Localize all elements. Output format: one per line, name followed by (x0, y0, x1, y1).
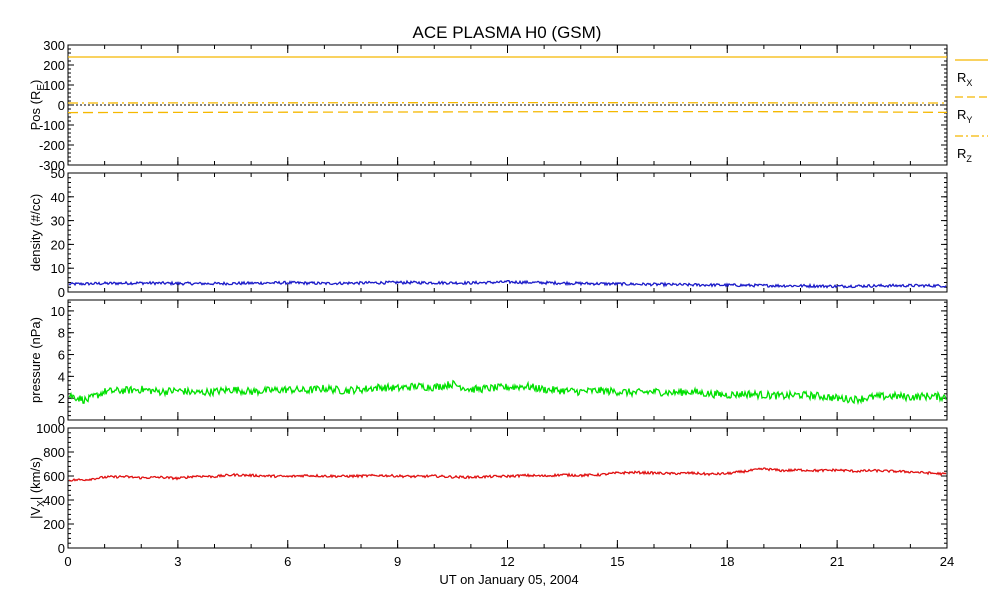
y-tick-label-vx-2: 600 (43, 469, 65, 484)
y-tick-label-pressure-5: 0 (58, 413, 65, 428)
x-tick-label-1: 3 (174, 554, 181, 569)
x-tick-label-5: 15 (610, 554, 624, 569)
x-tick-label-3: 9 (394, 554, 401, 569)
x-tick-label-7: 21 (830, 554, 844, 569)
series-line-vx-0 (68, 467, 947, 482)
y-tick-label-density-0: 50 (51, 166, 65, 181)
y-tick-label-pos-3: 0 (58, 98, 65, 113)
y-tick-label-pressure-2: 6 (58, 348, 65, 363)
panel-pressure: 10 8 6 4 2 0 pressure (nPa) (28, 299, 948, 428)
series-line-pos-1 (67, 110, 948, 114)
x-axis-tick-labels: 0 3 6 9 12 15 18 21 24 (64, 554, 954, 569)
y-axis-label-vx: |VX| (km/s) (28, 457, 47, 519)
y-tick-label-pos-0: 300 (43, 38, 65, 53)
y-tick-label-vx-4: 200 (43, 517, 65, 532)
y-tick-label-pressure-4: 2 (58, 391, 65, 406)
y-tick-label-vx-3: 400 (43, 493, 65, 508)
series-line-density-0 (68, 279, 947, 289)
legend: RX RY RZ (955, 59, 988, 164)
y-tick-label-vx-5: 0 (58, 541, 65, 556)
y-tick-label-pressure-0: 10 (51, 304, 65, 319)
panel-density: 50 40 30 20 10 0 density (#/cc) (28, 166, 948, 300)
y-tick-label-density-5: 0 (58, 285, 65, 300)
y-tick-label-vx-0: 1000 (36, 421, 65, 436)
x-tick-label-4: 12 (500, 554, 514, 569)
chart-title: ACE PLASMA H0 (GSM) (413, 23, 602, 42)
x-axis-label: UT on January 05, 2004 (439, 572, 578, 587)
y-tick-label-pos-5: -200 (39, 138, 65, 153)
y-axis-label-pos: Pos (RE) (28, 80, 47, 131)
legend-label-0: RX (957, 70, 972, 88)
y-tick-label-pos-2: 100 (43, 78, 65, 93)
y-tick-label-pressure-3: 4 (58, 369, 65, 384)
y-axis-label-pressure: pressure (nPa) (28, 317, 43, 403)
y-tick-label-pos-6: -300 (39, 158, 65, 173)
y-tick-label-density-2: 30 (51, 214, 65, 229)
series-line-pressure-0 (68, 379, 947, 406)
y-tick-label-pos-1: 200 (43, 58, 65, 73)
y-tick-label-pos-4: -100 (39, 118, 65, 133)
x-tick-label-0: 0 (64, 554, 71, 569)
y-tick-label-density-4: 10 (51, 261, 65, 276)
y-tick-label-density-3: 20 (51, 237, 65, 252)
y-axis-label-density: density (#/cc) (28, 194, 43, 271)
legend-label-1: RY (957, 107, 972, 125)
y-tick-label-vx-1: 800 (43, 445, 65, 460)
x-tick-label-2: 6 (284, 554, 291, 569)
x-tick-label-6: 18 (720, 554, 734, 569)
y-tick-label-density-1: 40 (51, 190, 65, 205)
panel-pos: 300 200 100 0 -100 -200 -300 Pos (RE) (28, 38, 948, 173)
legend-label-2: RZ (957, 146, 972, 164)
x-tick-label-8: 24 (940, 554, 954, 569)
panel-vx: 1000 800 600 400 200 0 |VX| (km/s) (28, 421, 948, 556)
y-tick-label-pressure-1: 8 (58, 326, 65, 341)
